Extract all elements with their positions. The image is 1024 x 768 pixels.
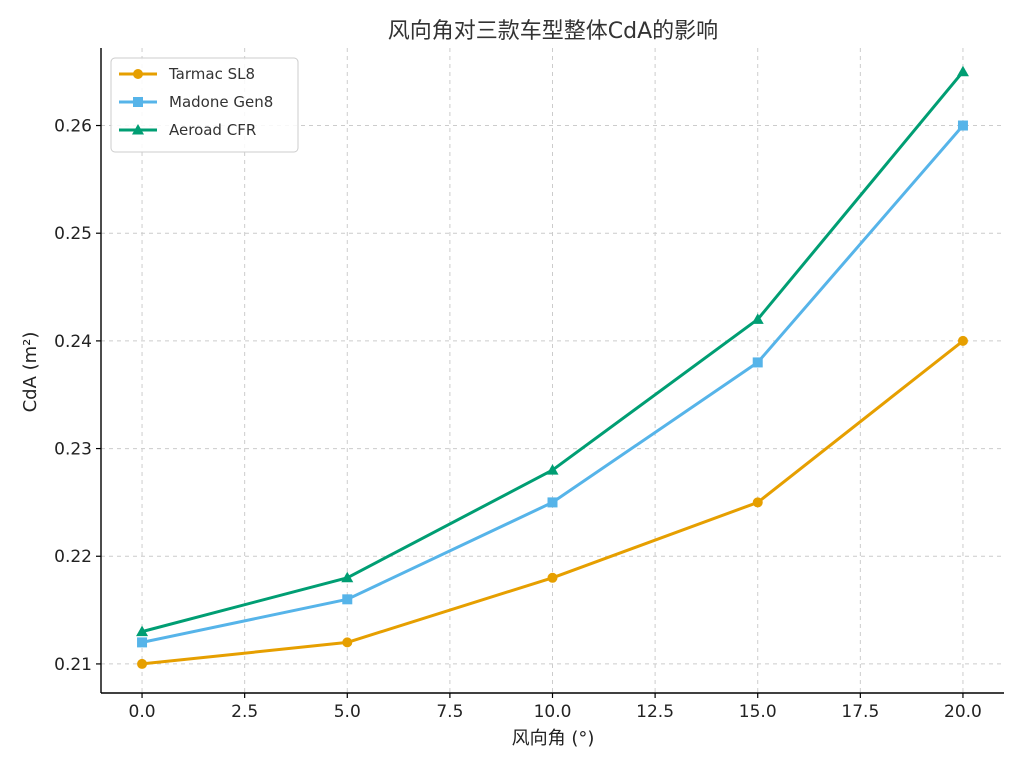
- data-point: [752, 357, 763, 368]
- legend-box: [110, 57, 299, 153]
- legend-label: Madone Gen8: [169, 93, 273, 111]
- series-aeroad-cfr: [136, 65, 969, 637]
- legend-entry: Aeroad CFR: [119, 121, 256, 139]
- data-point: [957, 335, 968, 346]
- x-tick-label: 12.5: [636, 702, 674, 722]
- data-point: [751, 313, 764, 324]
- legend-entry: Tarmac SL8: [119, 65, 255, 83]
- series-tarmac-sl8: [137, 335, 968, 669]
- legend-marker: [133, 69, 143, 79]
- x-tick-label: 17.5: [841, 702, 879, 722]
- series-madone-gen8: [137, 120, 968, 648]
- data-point: [342, 594, 353, 605]
- y-tick-label: 0.23: [54, 440, 92, 460]
- y-axis-ticks: 0.21 0.22 0.23 0.24 0.25 0.26: [54, 117, 101, 675]
- data-point: [547, 572, 558, 583]
- data-point: [957, 120, 968, 131]
- data-point: [136, 625, 149, 637]
- y-tick-label: 0.21: [54, 655, 92, 675]
- x-axis-ticks: 0.0 2.5 5.0 7.5 10.0 12.5 15.0 17.5 20.0: [129, 693, 982, 722]
- legend-label: Tarmac SL8: [168, 65, 255, 83]
- legend-entry: Madone Gen8: [119, 93, 273, 111]
- data-point: [341, 571, 354, 583]
- x-tick-label: 5.0: [334, 702, 361, 722]
- legend-marker: [132, 124, 144, 135]
- x-tick-label: 10.0: [534, 702, 572, 722]
- y-tick-label: 0.22: [54, 547, 92, 567]
- y-tick-label: 0.25: [54, 224, 92, 244]
- grid: [101, 48, 1004, 693]
- series: [136, 65, 969, 669]
- legend-label: Aeroad CFR: [169, 121, 256, 139]
- data-point: [752, 497, 763, 508]
- x-tick-label: 20.0: [944, 702, 982, 722]
- data-point: [546, 464, 559, 475]
- data-point: [137, 658, 148, 669]
- data-point: [137, 637, 148, 648]
- x-tick-label: 2.5: [231, 702, 258, 722]
- legend: Tarmac SL8 Madone Gen8 Aeroad CFR: [110, 57, 299, 153]
- data-point: [547, 497, 558, 508]
- data-point: [342, 637, 353, 648]
- x-axis-title: 风向角 (°): [512, 728, 595, 749]
- x-tick-label: 15.0: [739, 702, 777, 722]
- legend-marker: [133, 97, 143, 107]
- y-tick-label: 0.26: [54, 117, 92, 137]
- data-point: [956, 65, 969, 77]
- y-tick-label: 0.24: [54, 332, 92, 352]
- x-tick-label: 0.0: [129, 702, 156, 722]
- chart-title: 风向角对三款车型整体CdA的影响: [388, 19, 718, 44]
- x-tick-label: 7.5: [436, 702, 463, 722]
- y-axis-title: CdA (m²): [20, 332, 41, 413]
